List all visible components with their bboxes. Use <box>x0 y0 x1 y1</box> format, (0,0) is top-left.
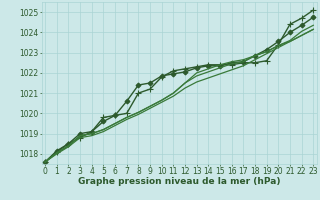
X-axis label: Graphe pression niveau de la mer (hPa): Graphe pression niveau de la mer (hPa) <box>78 177 280 186</box>
